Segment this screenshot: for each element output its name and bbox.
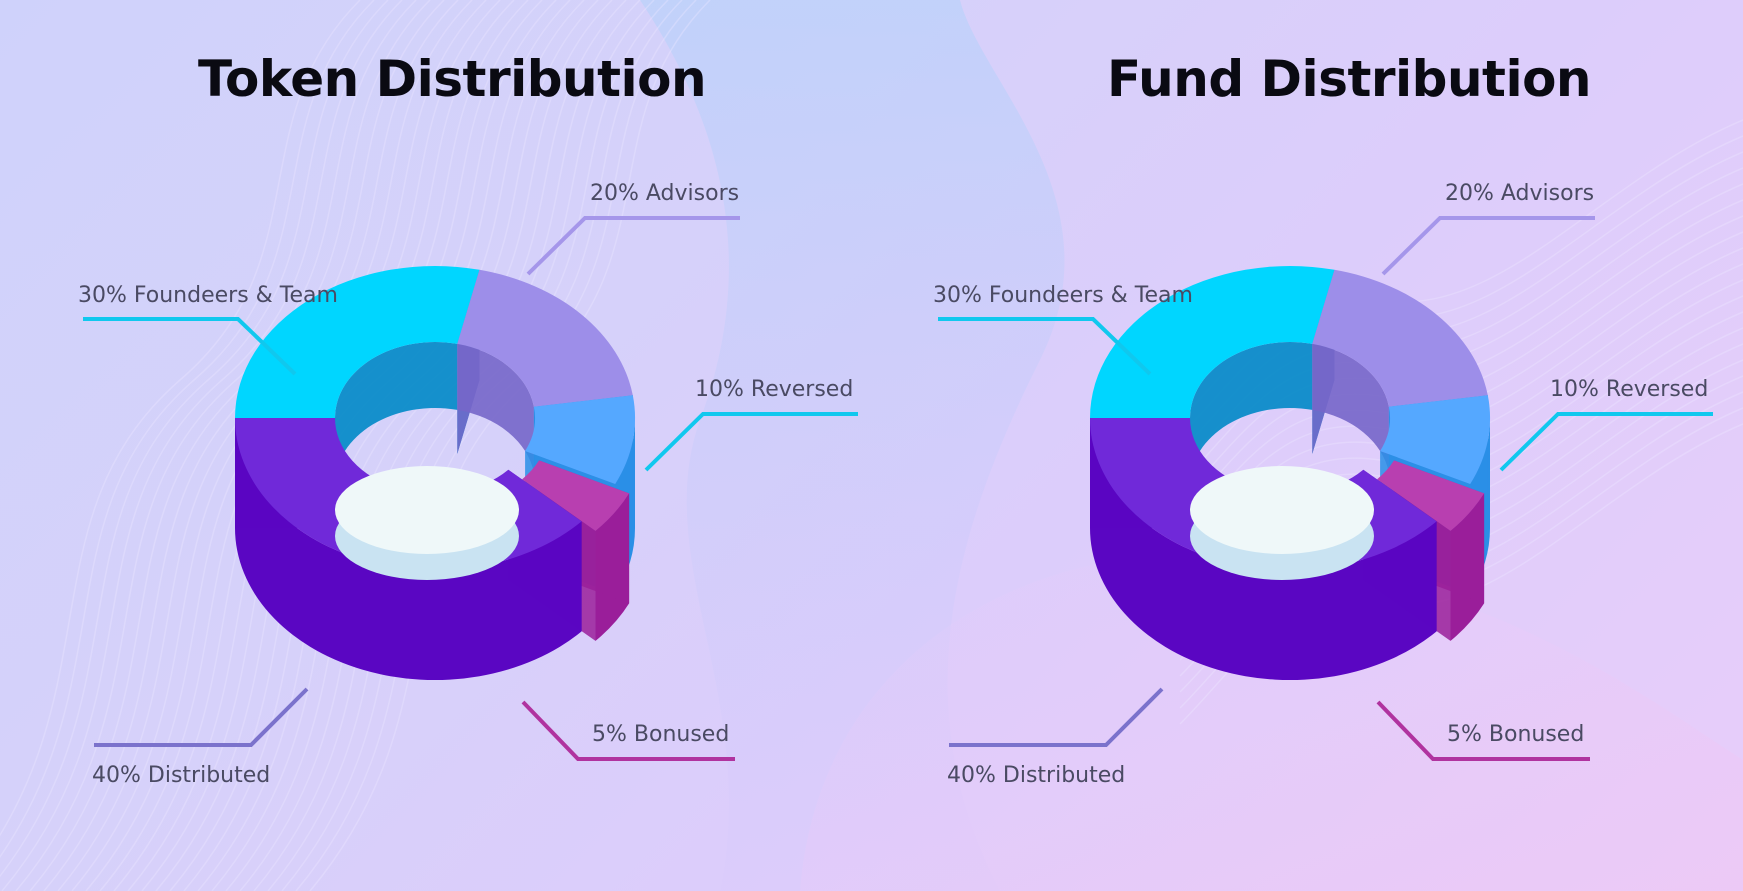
token-distribution-chart: 30% Foundeers & Team 20% Advisors 10% Reve… xyxy=(78,181,858,788)
donut-hole xyxy=(335,466,519,554)
leader-line xyxy=(94,687,309,747)
slice-label: 30% Foundeers & Team xyxy=(933,283,1193,308)
token-distribution-panel: Token Distribution 30% Foundeers & Team 2… xyxy=(0,0,860,891)
slice-label: 30% Foundeers & Team xyxy=(78,283,338,308)
slice-label: 5% Bonused xyxy=(592,722,729,747)
donut-hole xyxy=(1190,466,1374,554)
chart-title: Fund Distribution xyxy=(1107,50,1592,108)
chart-title: Token Distribution xyxy=(198,50,707,108)
leader-line xyxy=(949,687,1164,747)
leader-line xyxy=(1376,700,1590,761)
leader-line xyxy=(644,412,858,472)
slice-label: 10% Reversed xyxy=(1550,377,1708,402)
slice-label: 40% Distributed xyxy=(947,763,1125,788)
slice-label: 40% Distributed xyxy=(92,763,270,788)
leader-line xyxy=(1381,216,1595,276)
leader-line xyxy=(83,317,297,376)
leader-line xyxy=(526,216,740,276)
leader-line xyxy=(521,700,735,761)
slice-label: 5% Bonused xyxy=(1447,722,1584,747)
slice-label: 20% Advisors xyxy=(1445,181,1594,206)
fund-distribution-panel: Fund Distribution 30% Foundeers & Team 20… xyxy=(855,0,1715,891)
slice-label: 10% Reversed xyxy=(695,377,853,402)
fund-distribution-chart: 30% Foundeers & Team 20% Advisors 10% Reve… xyxy=(933,181,1713,788)
leader-line xyxy=(938,317,1152,376)
slice-label: 20% Advisors xyxy=(590,181,739,206)
leader-line xyxy=(1499,412,1713,472)
